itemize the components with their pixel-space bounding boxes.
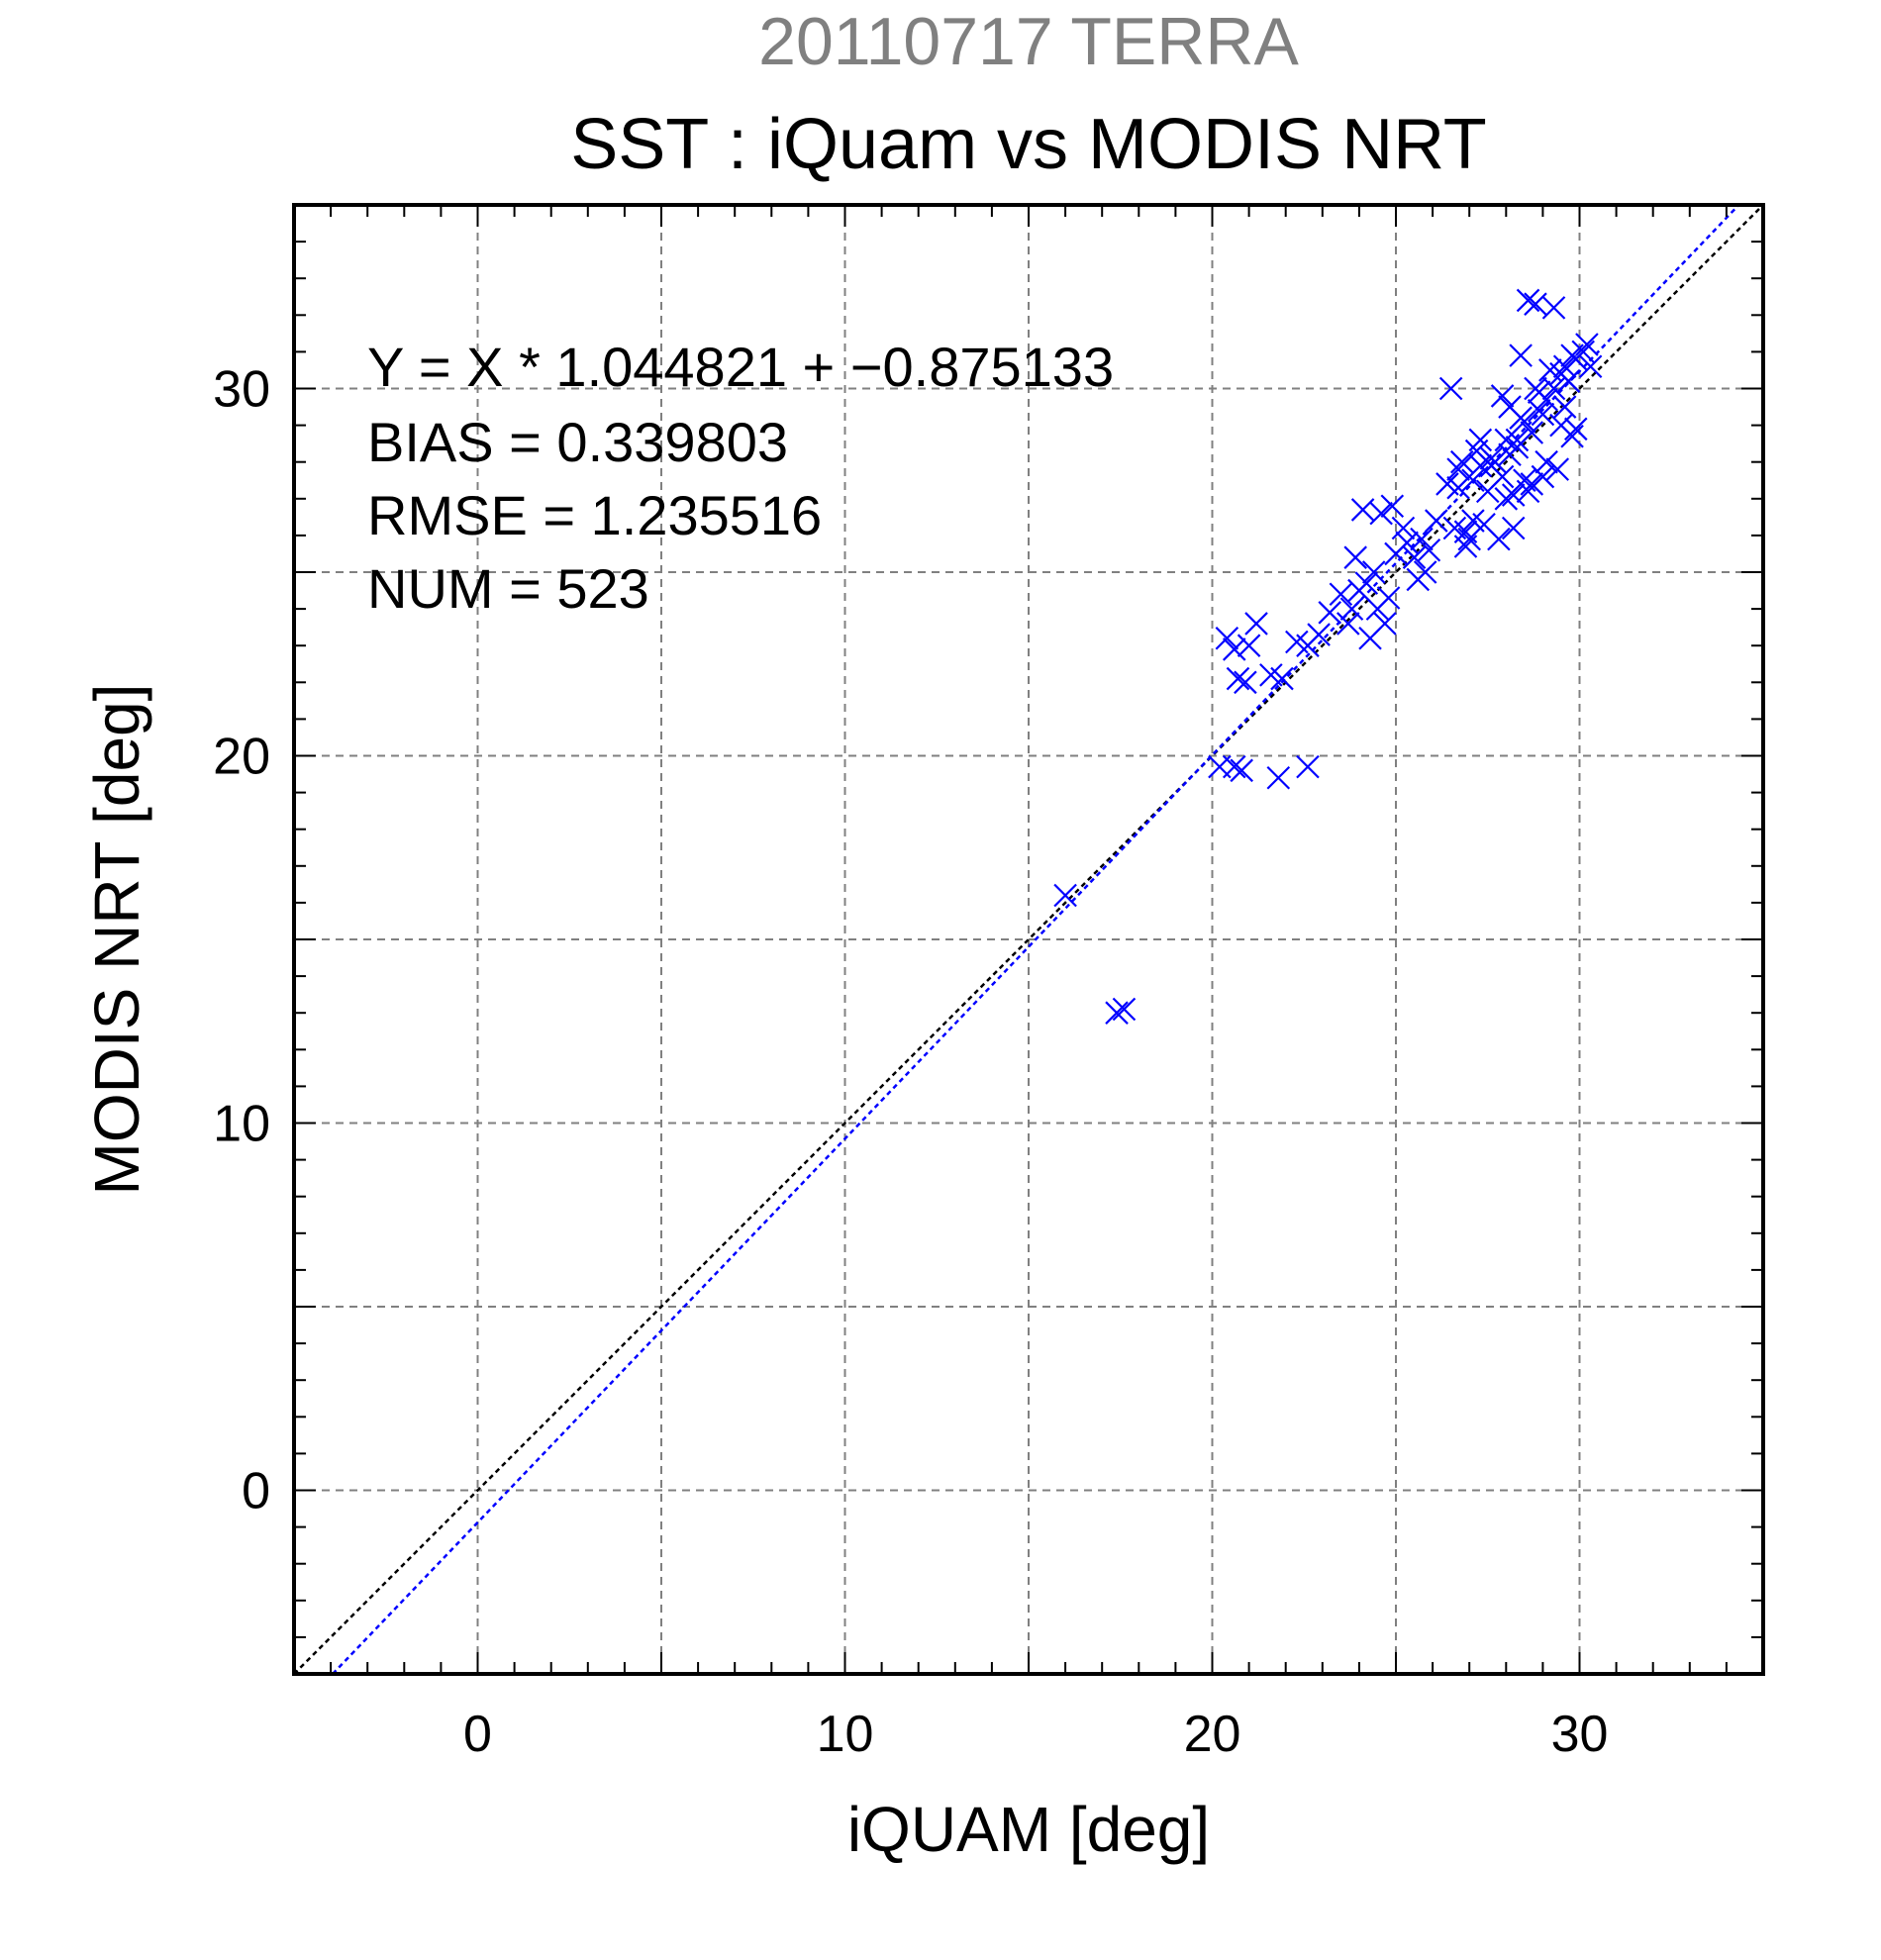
data-point bbox=[1505, 428, 1530, 452]
stats-annotation: Y = X * 1.044821 + −0.875133 BIAS = 0.33… bbox=[367, 336, 1114, 620]
data-point bbox=[1578, 354, 1603, 379]
data-point bbox=[1446, 475, 1470, 500]
x-tick-label: 30 bbox=[1551, 1706, 1609, 1763]
data-point bbox=[1446, 457, 1470, 481]
chart-supertitle: 20110717 TERRA bbox=[758, 4, 1299, 79]
data-point bbox=[1237, 634, 1261, 657]
data-point bbox=[1556, 369, 1581, 393]
data-point bbox=[1527, 380, 1551, 404]
data-point bbox=[1270, 666, 1294, 691]
data-point bbox=[1230, 758, 1253, 783]
chart-title: SST : iQuam vs MODIS NRT bbox=[570, 105, 1487, 184]
grid-lines bbox=[294, 205, 1763, 1674]
data-point bbox=[1520, 472, 1544, 496]
x-tick-label: 0 bbox=[463, 1706, 492, 1763]
data-point bbox=[1442, 516, 1467, 540]
x-axis-label: iQUAM [deg] bbox=[847, 1794, 1210, 1865]
data-point bbox=[1417, 538, 1441, 562]
data-point bbox=[1461, 468, 1485, 493]
data-point bbox=[1487, 527, 1511, 551]
data-point bbox=[1490, 384, 1515, 408]
data-point bbox=[1296, 754, 1320, 779]
data-point bbox=[1318, 601, 1341, 625]
y-tick-label: 20 bbox=[213, 729, 270, 786]
data-point bbox=[1425, 509, 1448, 533]
data-point bbox=[1339, 597, 1364, 621]
data-point bbox=[1564, 417, 1588, 441]
data-points bbox=[1053, 288, 1603, 1025]
x-tick-label: 20 bbox=[1184, 1706, 1241, 1763]
data-point bbox=[1329, 582, 1353, 607]
data-point bbox=[1395, 531, 1419, 555]
data-point bbox=[1234, 670, 1257, 695]
data-point bbox=[1524, 292, 1547, 316]
data-point bbox=[1541, 376, 1566, 401]
data-point bbox=[1391, 516, 1416, 540]
num-value: NUM = 523 bbox=[367, 557, 649, 620]
data-point bbox=[1215, 627, 1239, 650]
data-point bbox=[1307, 623, 1331, 646]
data-point bbox=[1350, 498, 1375, 522]
y-tick-label: 0 bbox=[242, 1463, 270, 1520]
data-point bbox=[1516, 288, 1540, 313]
plot-frame bbox=[292, 203, 1765, 1676]
rmse-value: RMSE = 1.235516 bbox=[367, 484, 822, 546]
data-point bbox=[1552, 395, 1577, 419]
data-point bbox=[1501, 516, 1526, 540]
tick-labels: 0 10 20 30 0 10 20 30 bbox=[213, 361, 1608, 1764]
data-point bbox=[1552, 354, 1577, 379]
data-point bbox=[1053, 883, 1077, 908]
data-point bbox=[1575, 333, 1599, 356]
data-point bbox=[1222, 754, 1246, 779]
data-point bbox=[1545, 457, 1570, 481]
data-point bbox=[1222, 637, 1246, 661]
y-tick-label: 10 bbox=[213, 1096, 270, 1153]
data-point bbox=[1549, 413, 1573, 438]
data-point bbox=[1105, 1001, 1129, 1025]
regression-equation: Y = X * 1.044821 + −0.875133 bbox=[367, 336, 1114, 398]
data-point bbox=[1369, 501, 1393, 526]
bias-value: BIAS = 0.339803 bbox=[367, 411, 788, 473]
data-point bbox=[1531, 464, 1555, 489]
data-point bbox=[1494, 428, 1519, 452]
data-point bbox=[1479, 446, 1504, 470]
data-point bbox=[1413, 560, 1437, 584]
data-point bbox=[1373, 612, 1397, 636]
x-tick-label: 10 bbox=[817, 1706, 874, 1763]
data-point bbox=[1501, 483, 1526, 507]
data-point bbox=[1498, 395, 1522, 419]
data-point bbox=[1336, 612, 1360, 636]
data-point bbox=[1513, 468, 1536, 493]
data-point bbox=[1410, 527, 1434, 551]
data-point bbox=[1541, 296, 1566, 320]
data-point bbox=[1453, 535, 1478, 558]
data-point bbox=[1450, 449, 1474, 474]
data-point bbox=[1509, 343, 1533, 367]
data-point bbox=[1112, 997, 1137, 1022]
data-point bbox=[1244, 612, 1268, 636]
y-axis-label: MODIS NRT [deg] bbox=[81, 684, 152, 1196]
data-point bbox=[1560, 343, 1584, 367]
data-point bbox=[1534, 449, 1558, 474]
y-tick-label: 30 bbox=[213, 361, 270, 419]
data-point bbox=[1402, 545, 1427, 569]
data-point bbox=[1354, 571, 1379, 595]
data-point bbox=[1266, 765, 1291, 790]
data-point bbox=[1494, 487, 1519, 511]
data-point bbox=[1531, 402, 1555, 427]
data-point bbox=[1361, 560, 1386, 584]
data-point bbox=[1380, 494, 1405, 518]
data-point bbox=[1376, 586, 1401, 610]
data-point bbox=[1479, 453, 1504, 478]
data-point bbox=[1461, 509, 1485, 533]
data-point bbox=[1468, 453, 1493, 478]
data-point bbox=[1226, 666, 1250, 691]
data-point bbox=[1505, 436, 1530, 459]
data-point bbox=[1343, 545, 1367, 569]
data-point bbox=[1538, 358, 1562, 382]
data-point bbox=[1438, 376, 1463, 401]
data-point bbox=[1468, 428, 1493, 452]
